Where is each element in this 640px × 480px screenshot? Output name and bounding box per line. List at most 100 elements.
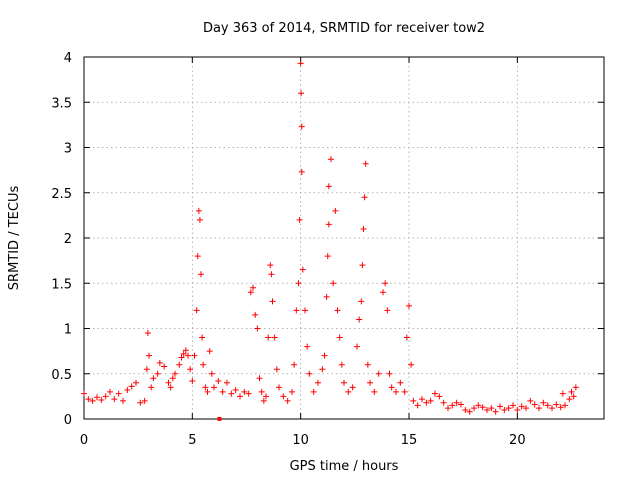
data-point bbox=[488, 405, 495, 412]
data-point bbox=[325, 221, 332, 228]
data-point bbox=[260, 397, 267, 404]
data-point bbox=[133, 379, 139, 386]
y-tick-label: 2.5 bbox=[51, 187, 72, 202]
data-point bbox=[107, 388, 113, 395]
data-point bbox=[219, 388, 226, 395]
data-point bbox=[566, 396, 573, 403]
data-point bbox=[194, 253, 201, 260]
data-point bbox=[432, 390, 438, 397]
data-point bbox=[559, 390, 566, 397]
data-point bbox=[436, 393, 443, 400]
data-point bbox=[141, 397, 148, 404]
data-point bbox=[362, 160, 369, 167]
data-point bbox=[269, 298, 276, 305]
data-point bbox=[323, 293, 330, 300]
data-point bbox=[406, 302, 412, 309]
data-point bbox=[228, 390, 235, 397]
data-point bbox=[445, 405, 451, 412]
data-point bbox=[364, 361, 371, 368]
y-tick-label: 3.5 bbox=[51, 96, 72, 111]
data-point bbox=[338, 361, 345, 368]
data-point bbox=[245, 390, 252, 397]
data-point bbox=[191, 352, 198, 359]
data-point bbox=[536, 405, 542, 412]
data-point bbox=[549, 405, 555, 412]
data-point bbox=[501, 406, 508, 413]
data-point bbox=[397, 379, 404, 386]
axis-ticks: 0 0.5 1 1.5 2 2.5 3 3.5 4 0 5 10 15 20 bbox=[51, 51, 604, 448]
data-point bbox=[124, 387, 131, 394]
data-point bbox=[102, 393, 109, 400]
data-point bbox=[271, 334, 278, 341]
data-point bbox=[299, 266, 306, 273]
grid bbox=[84, 57, 604, 419]
data-point bbox=[475, 402, 482, 409]
y-tick-label: 2 bbox=[64, 232, 72, 247]
data-point bbox=[215, 377, 222, 384]
data-point bbox=[185, 352, 191, 359]
data-point bbox=[518, 403, 525, 410]
data-point bbox=[176, 361, 183, 368]
data-point bbox=[232, 387, 239, 394]
data-point bbox=[401, 388, 408, 395]
data-point bbox=[196, 216, 203, 223]
data-point bbox=[85, 396, 92, 403]
data-point bbox=[360, 225, 367, 232]
data-point bbox=[195, 207, 202, 214]
data-point bbox=[144, 330, 151, 337]
data-point bbox=[375, 370, 382, 377]
data-point bbox=[180, 350, 187, 357]
data-point bbox=[267, 262, 274, 269]
data-point bbox=[492, 408, 499, 415]
data-point bbox=[198, 271, 204, 278]
data-point bbox=[268, 271, 275, 278]
data-point bbox=[471, 405, 477, 412]
data-point bbox=[361, 194, 368, 201]
data-point bbox=[324, 253, 331, 260]
data-point bbox=[256, 375, 263, 382]
data-point bbox=[265, 334, 272, 341]
data-point bbox=[540, 399, 547, 406]
data-point bbox=[148, 384, 155, 391]
data-point bbox=[199, 334, 206, 341]
plot-frame bbox=[83, 56, 605, 420]
data-point bbox=[484, 406, 490, 413]
y-tick-label: 0 bbox=[64, 413, 72, 428]
data-point bbox=[306, 370, 313, 377]
data-point bbox=[178, 354, 185, 361]
data-point bbox=[298, 90, 305, 97]
y-tick-label: 1 bbox=[64, 323, 72, 338]
data-point bbox=[189, 377, 196, 384]
data-point bbox=[202, 384, 209, 391]
data-point bbox=[298, 168, 305, 175]
data-point bbox=[111, 396, 118, 403]
data-point bbox=[293, 307, 300, 314]
data-point bbox=[382, 280, 389, 287]
x-tick-label: 10 bbox=[292, 433, 309, 448]
data-point bbox=[258, 388, 265, 395]
data-point bbox=[89, 397, 96, 404]
data-point bbox=[284, 397, 291, 404]
data-point bbox=[359, 262, 366, 269]
data-point bbox=[315, 379, 321, 386]
data-point bbox=[384, 307, 391, 314]
data-point bbox=[453, 399, 460, 406]
data-point bbox=[81, 390, 87, 397]
data-point bbox=[393, 388, 399, 395]
data-point bbox=[544, 402, 551, 409]
data-point bbox=[380, 289, 386, 296]
data-point bbox=[371, 388, 378, 395]
data-point bbox=[273, 366, 280, 373]
y-tick-label: 1.5 bbox=[51, 277, 72, 292]
data-point bbox=[182, 347, 189, 354]
data-point bbox=[252, 311, 259, 318]
data-point bbox=[349, 384, 356, 391]
data-point bbox=[296, 216, 303, 223]
data-point bbox=[325, 183, 332, 190]
data-point bbox=[161, 363, 168, 370]
data-point bbox=[336, 334, 343, 341]
data-point bbox=[403, 334, 410, 341]
y-axis-label: SRMTID / TECUs bbox=[7, 186, 22, 291]
data-point bbox=[531, 401, 538, 408]
data-point bbox=[297, 60, 304, 67]
